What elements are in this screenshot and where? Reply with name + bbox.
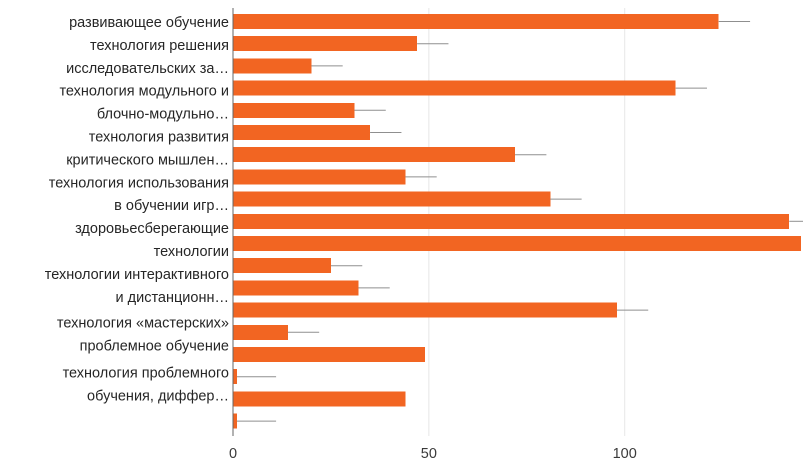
x-tick-label-0: 0 bbox=[229, 446, 237, 462]
category-label-11: технологии интерактивного bbox=[45, 267, 229, 283]
category-label-13: технология «мастерских» bbox=[57, 316, 229, 332]
category-label-15: технология проблемного bbox=[63, 366, 229, 382]
bar-11 bbox=[233, 258, 331, 274]
category-label-9: здоровьесберегающие bbox=[75, 221, 229, 237]
x-axis: 0 50 100 bbox=[229, 8, 637, 462]
bar-5 bbox=[233, 125, 371, 140]
bar-17 bbox=[233, 391, 406, 407]
bar-12 bbox=[233, 280, 359, 296]
bars-layer bbox=[233, 14, 803, 429]
x-tick-label-1: 50 bbox=[421, 446, 437, 462]
category-label-1: технология решения bbox=[90, 38, 229, 54]
x-tick-label-2: 100 bbox=[613, 446, 637, 462]
bar-3 bbox=[233, 80, 676, 96]
category-label-8: в обучении игр… bbox=[114, 198, 229, 214]
bar-2 bbox=[233, 58, 312, 74]
bar-0 bbox=[233, 14, 719, 29]
bar-16 bbox=[233, 369, 237, 385]
bar-13 bbox=[233, 302, 617, 318]
bar-14 bbox=[233, 324, 288, 340]
category-label-14: проблемное обучение bbox=[80, 339, 229, 355]
category-label-4: блочно-модульно… bbox=[97, 107, 229, 123]
bar-18 bbox=[233, 413, 237, 429]
bar-4 bbox=[233, 102, 355, 118]
bar-1 bbox=[233, 36, 418, 52]
category-label-12: и дистанционн… bbox=[116, 290, 229, 306]
category-label-6: критического мышлен… bbox=[66, 152, 229, 168]
category-label-7: технология использования bbox=[49, 175, 229, 191]
category-label-0: развивающее обучение bbox=[69, 15, 229, 31]
category-labels: развивающее обучение технология решения ис… bbox=[45, 15, 229, 404]
bar-6 bbox=[233, 147, 516, 163]
category-label-2: исследовательских за… bbox=[66, 61, 229, 77]
category-label-16: обучения, диффер… bbox=[87, 388, 229, 404]
category-label-5: технология развития bbox=[89, 130, 229, 146]
bar-10 bbox=[233, 236, 801, 251]
bar-7 bbox=[233, 169, 406, 185]
category-label-3: технология модульного и bbox=[59, 84, 229, 100]
category-label-10: технологии bbox=[154, 244, 229, 260]
bar-15 bbox=[233, 347, 425, 362]
bar-8 bbox=[233, 191, 551, 207]
bar-9 bbox=[233, 213, 790, 229]
